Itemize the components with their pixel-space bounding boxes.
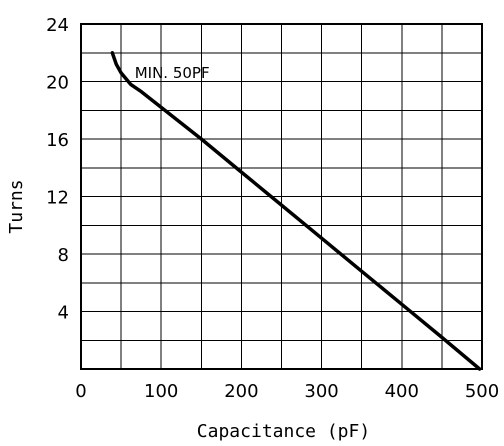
y-tick-label: 16 [46, 130, 69, 151]
x-tick-label: 500 [465, 381, 499, 402]
x-tick-label: 0 [75, 381, 86, 402]
x-axis-title: Capacitance (pF) [197, 421, 370, 442]
annotation-min-50pf: MIN. 50PF [135, 64, 210, 82]
x-tick-label: 100 [144, 381, 178, 402]
x-tick-labels: 0 100 200 300 400 500 [75, 381, 499, 402]
y-tick-label: 8 [58, 245, 69, 266]
series-line [110, 51, 482, 371]
y-tick-label: 12 [46, 188, 69, 209]
y-tick-labels: 4 8 12 16 20 24 [46, 15, 69, 324]
y-axis-title: Turns [6, 179, 27, 233]
y-tick-label: 4 [58, 303, 69, 324]
plot-frame [80, 23, 483, 370]
x-tick-label: 400 [385, 381, 419, 402]
y-tick-label: 24 [46, 15, 69, 36]
y-tick-label: 20 [46, 73, 69, 94]
x-tick-label: 200 [224, 381, 258, 402]
grid [81, 24, 482, 369]
x-tick-label: 300 [304, 381, 338, 402]
